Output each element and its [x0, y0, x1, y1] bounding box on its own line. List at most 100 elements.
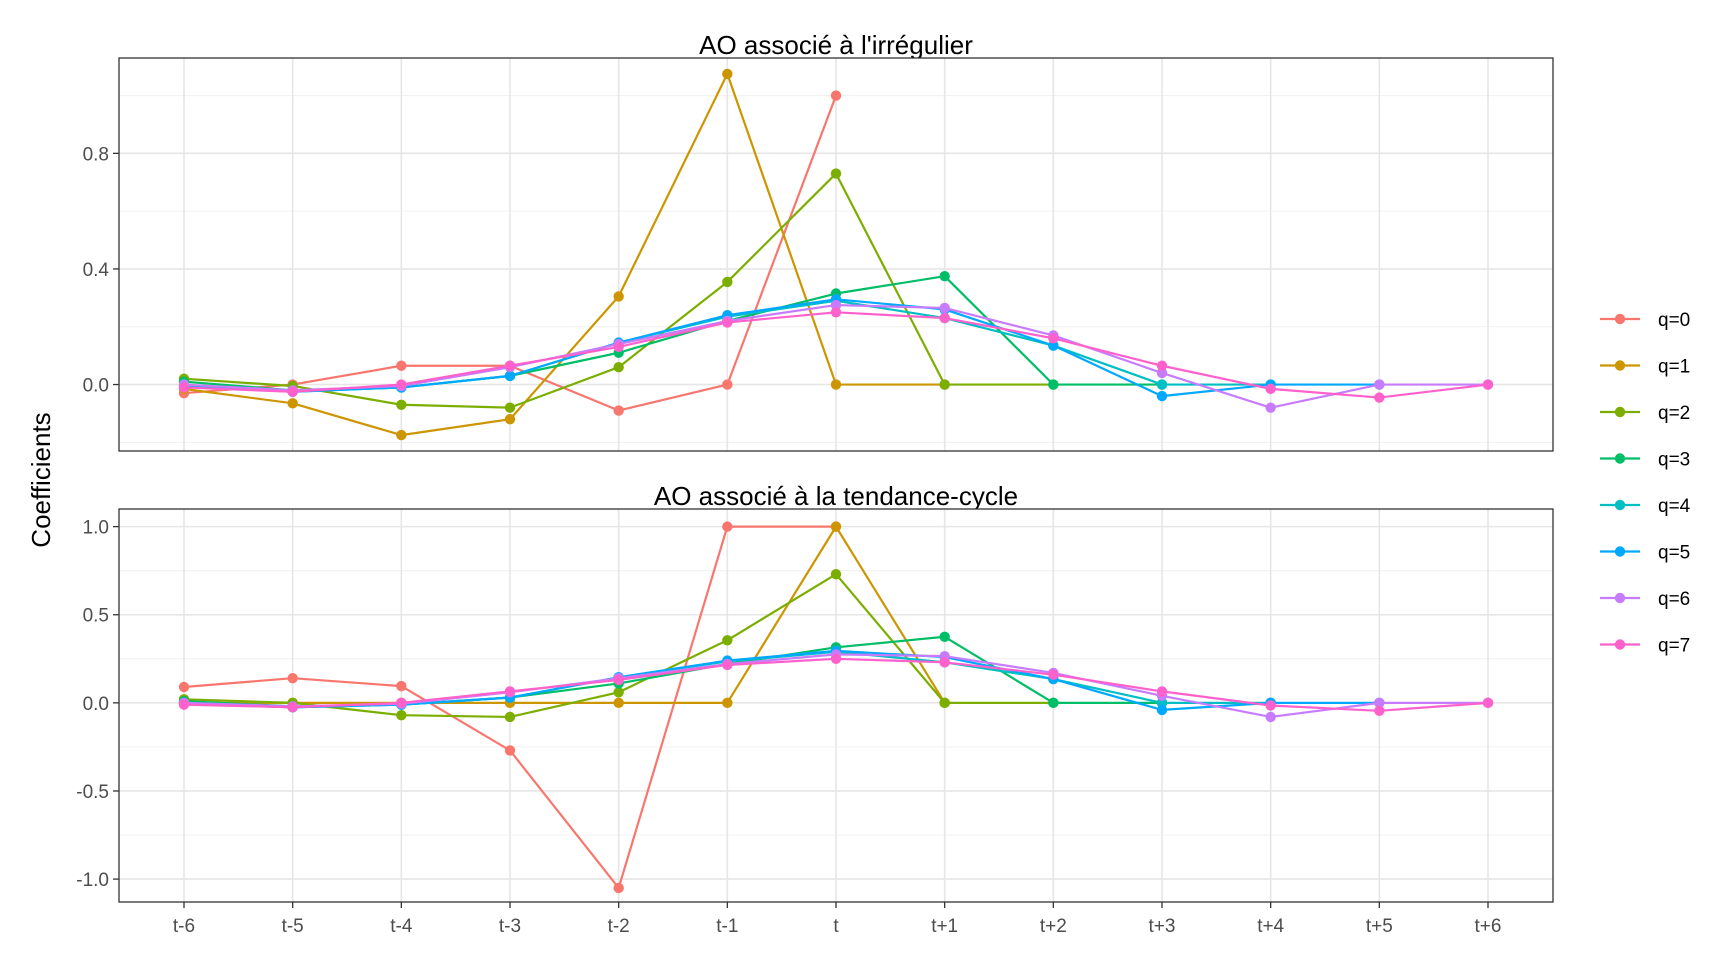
data-point	[396, 709, 407, 721]
series-line	[183, 72, 945, 437]
data-point	[722, 635, 733, 646]
panel-title: AO associé à la tendance-cycle	[654, 481, 1018, 511]
data-point	[396, 360, 407, 371]
legend-point	[1614, 453, 1626, 464]
data-point	[287, 702, 298, 713]
data-point	[396, 680, 407, 692]
data-point	[178, 681, 190, 693]
data-point	[1048, 340, 1059, 351]
data-point	[287, 672, 298, 684]
series-lines	[178, 68, 1494, 441]
legend-point	[1614, 499, 1626, 511]
data-point	[1048, 697, 1059, 709]
x-tick-label: t+1	[931, 916, 958, 937]
data-point	[830, 521, 842, 532]
data-point	[1265, 383, 1276, 395]
legend-item-q3: q=3	[1600, 450, 1690, 471]
x-tick-label: t+2	[1040, 916, 1067, 937]
data-point	[396, 697, 407, 709]
series-line	[183, 298, 1380, 398]
data-point	[504, 370, 516, 382]
data-point	[722, 379, 733, 390]
legend-label: q=1	[1658, 357, 1690, 378]
series-q0	[178, 521, 842, 894]
y-ticks: 0.0 0.4 0.8	[83, 144, 119, 397]
data-point	[1374, 379, 1385, 390]
x-tick-label: t+3	[1149, 916, 1176, 937]
data-point	[613, 341, 624, 353]
data-point	[1048, 333, 1059, 344]
y-tick-label: -0.5	[76, 782, 109, 803]
data-point	[613, 405, 624, 416]
data-point	[939, 379, 950, 390]
legend-label: q=2	[1658, 403, 1690, 424]
data-point	[830, 569, 842, 580]
panel-title: AO associé à l'irrégulier	[699, 30, 973, 60]
legend: q=0 q=1 q=2 q=3 q=4 q=5 q=6 q=7	[1600, 310, 1691, 657]
data-point	[722, 68, 733, 80]
legend-item-q5: q=5	[1600, 543, 1690, 564]
legend-point	[1614, 546, 1626, 557]
legend-label: q=3	[1658, 450, 1690, 471]
data-point	[613, 697, 624, 709]
data-point	[722, 521, 733, 532]
y-axis-title: Coefficients	[26, 412, 56, 547]
y-tick-label: 0.0	[83, 376, 109, 397]
legend-label: q=6	[1658, 589, 1690, 610]
series-lines	[178, 521, 1494, 894]
legend-point	[1614, 360, 1626, 371]
legend-point	[1614, 406, 1626, 418]
y-tick-label: 1.0	[83, 518, 109, 539]
x-tick-label: t-3	[499, 916, 521, 937]
legend-point	[1614, 639, 1626, 650]
legend-label: q=4	[1658, 496, 1691, 517]
data-point	[939, 270, 950, 282]
data-point	[1156, 704, 1168, 716]
data-point	[613, 882, 624, 894]
data-point	[613, 674, 624, 686]
data-point	[722, 317, 733, 328]
data-point	[830, 653, 842, 664]
x-tick-label: t-1	[716, 916, 738, 937]
x-tick-label: t+6	[1475, 916, 1502, 937]
series-q7	[178, 653, 1494, 716]
data-point	[504, 414, 516, 425]
x-tick-label: t	[833, 916, 839, 937]
data-point	[830, 307, 842, 318]
panel-border	[118, 57, 1554, 452]
x-tick-label: t-4	[390, 916, 413, 937]
data-point	[1156, 367, 1168, 379]
data-point	[396, 399, 407, 410]
data-point	[287, 386, 298, 397]
data-point	[830, 299, 842, 311]
data-point	[613, 291, 624, 302]
data-point	[939, 302, 950, 314]
legend-label: q=0	[1658, 310, 1690, 331]
series-q7	[178, 307, 1494, 403]
y-ticks: -1.0 -0.5 0.0 0.5 1.0	[76, 518, 119, 891]
y-tick-label: -1.0	[76, 870, 109, 891]
data-point	[1265, 700, 1276, 711]
x-tick-label: t-2	[608, 916, 630, 937]
data-point	[722, 697, 733, 709]
data-point	[504, 686, 516, 697]
data-point	[1265, 402, 1276, 413]
data-point	[939, 312, 950, 324]
panel-irregulier: AO associé à l'irrégulier 0.0 0.4 0.8	[83, 30, 1554, 452]
data-point	[1374, 705, 1385, 716]
data-point	[613, 361, 624, 373]
x-tick-label: t-5	[282, 916, 304, 937]
legend-label: q=7	[1658, 636, 1690, 657]
data-point	[830, 168, 842, 179]
data-point	[939, 657, 950, 668]
data-point	[1482, 379, 1494, 390]
data-point	[939, 631, 950, 642]
data-point	[1265, 711, 1276, 723]
legend-point	[1614, 592, 1626, 604]
data-point	[722, 276, 733, 288]
data-point	[1156, 390, 1168, 402]
data-point	[1156, 379, 1168, 390]
data-point	[178, 382, 190, 393]
